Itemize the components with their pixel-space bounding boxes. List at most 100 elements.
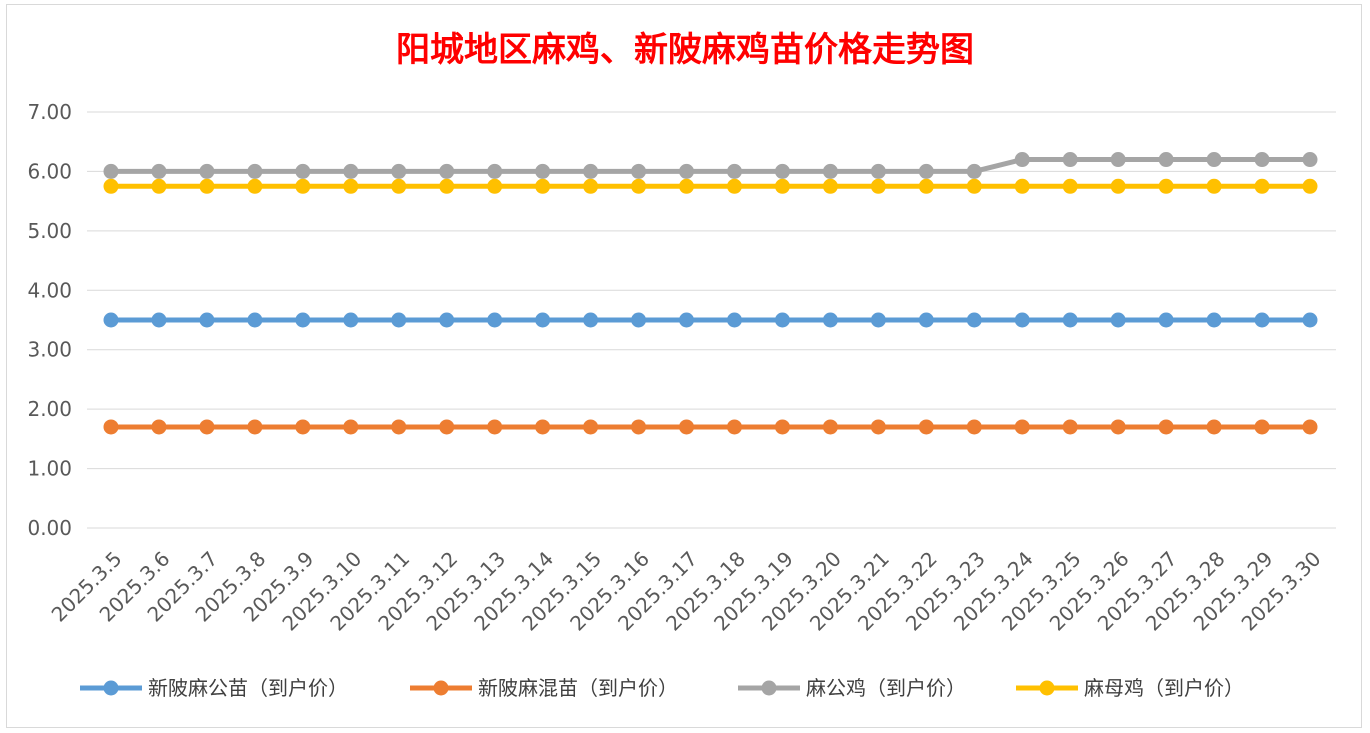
y-tick-label: 2.00 bbox=[27, 397, 72, 421]
data-point bbox=[439, 163, 455, 179]
data-point bbox=[583, 163, 599, 179]
data-point bbox=[1302, 419, 1318, 435]
data-point bbox=[679, 419, 695, 435]
data-point bbox=[1158, 178, 1174, 194]
series-line bbox=[108, 157, 1313, 174]
data-point bbox=[535, 163, 551, 179]
data-point bbox=[1062, 419, 1078, 435]
data-point bbox=[199, 178, 215, 194]
data-point bbox=[774, 163, 790, 179]
data-point bbox=[487, 419, 503, 435]
data-point bbox=[199, 163, 215, 179]
series-0 bbox=[103, 312, 1318, 328]
data-point bbox=[295, 163, 311, 179]
legend-item: 麻公鸡（到户价） bbox=[738, 676, 966, 700]
legend: 新陂麻公苗（到户价） 新陂麻混苗（到户价） 麻公鸡（到户价） 麻母鸡（到户价） bbox=[80, 676, 1244, 700]
series-1 bbox=[103, 419, 1318, 435]
legend-label: 麻母鸡（到户价） bbox=[1084, 676, 1244, 700]
data-point bbox=[1254, 178, 1270, 194]
data-point bbox=[679, 178, 695, 194]
data-point bbox=[391, 419, 407, 435]
data-point bbox=[918, 312, 934, 328]
data-point bbox=[679, 163, 695, 179]
data-point bbox=[726, 163, 742, 179]
data-point bbox=[151, 419, 167, 435]
series-lines bbox=[103, 152, 1318, 435]
data-point bbox=[247, 419, 263, 435]
data-point bbox=[1206, 419, 1222, 435]
data-point bbox=[1302, 312, 1318, 328]
data-point bbox=[1014, 152, 1030, 168]
data-point bbox=[199, 419, 215, 435]
data-point bbox=[1110, 178, 1126, 194]
legend-marker bbox=[433, 680, 449, 696]
data-point bbox=[870, 312, 886, 328]
data-point bbox=[295, 312, 311, 328]
y-tick-label: 3.00 bbox=[27, 338, 72, 362]
data-point bbox=[631, 163, 647, 179]
data-point bbox=[391, 163, 407, 179]
data-point bbox=[726, 419, 742, 435]
data-point bbox=[1014, 312, 1030, 328]
data-point bbox=[487, 178, 503, 194]
chart-title: 阳城地区麻鸡、新陂麻鸡苗价格走势图 bbox=[396, 30, 974, 70]
x-axis-ticks: 2025.3.52025.3.62025.3.72025.3.82025.3.9… bbox=[47, 547, 1326, 636]
data-point bbox=[439, 312, 455, 328]
data-point bbox=[822, 163, 838, 179]
data-point bbox=[1014, 178, 1030, 194]
data-point bbox=[1302, 152, 1318, 168]
data-point bbox=[151, 178, 167, 194]
data-point bbox=[343, 163, 359, 179]
series-2 bbox=[103, 152, 1318, 179]
y-axis-ticks: 0.00 1.00 2.00 3.00 4.00 5.00 6.00 7.00 bbox=[27, 100, 72, 540]
data-point bbox=[631, 419, 647, 435]
data-point bbox=[774, 312, 790, 328]
y-tick-label: 7.00 bbox=[27, 100, 72, 124]
data-point bbox=[822, 312, 838, 328]
data-point bbox=[535, 419, 551, 435]
legend-label: 新陂麻混苗（到户价） bbox=[478, 676, 678, 700]
data-point bbox=[1110, 152, 1126, 168]
data-point bbox=[966, 163, 982, 179]
data-point bbox=[774, 178, 790, 194]
data-point bbox=[199, 312, 215, 328]
y-tick-label: 5.00 bbox=[27, 219, 72, 243]
data-point bbox=[918, 163, 934, 179]
y-tick-label: 1.00 bbox=[27, 457, 72, 481]
data-point bbox=[487, 163, 503, 179]
data-point bbox=[1014, 419, 1030, 435]
legend-marker bbox=[761, 680, 777, 696]
data-point bbox=[487, 312, 503, 328]
data-point bbox=[679, 312, 695, 328]
legend-item: 新陂麻公苗（到户价） bbox=[80, 676, 348, 700]
data-point bbox=[103, 419, 119, 435]
data-point bbox=[966, 312, 982, 328]
data-point bbox=[1062, 152, 1078, 168]
data-point bbox=[247, 163, 263, 179]
data-point bbox=[103, 163, 119, 179]
data-point bbox=[103, 178, 119, 194]
data-point bbox=[343, 419, 359, 435]
series-3 bbox=[103, 178, 1318, 194]
data-point bbox=[1110, 312, 1126, 328]
data-point bbox=[1302, 178, 1318, 194]
data-point bbox=[918, 419, 934, 435]
data-point bbox=[295, 419, 311, 435]
data-point bbox=[726, 178, 742, 194]
data-point bbox=[870, 419, 886, 435]
data-point bbox=[966, 419, 982, 435]
y-tick-label: 0.00 bbox=[27, 516, 72, 540]
chart-frame bbox=[6, 4, 1362, 728]
data-point bbox=[726, 312, 742, 328]
legend-item: 新陂麻混苗（到户价） bbox=[410, 676, 678, 700]
data-point bbox=[583, 178, 599, 194]
data-point bbox=[1206, 152, 1222, 168]
data-point bbox=[583, 419, 599, 435]
data-point bbox=[103, 312, 119, 328]
data-point bbox=[151, 163, 167, 179]
data-point bbox=[535, 178, 551, 194]
data-point bbox=[343, 312, 359, 328]
data-point bbox=[1206, 312, 1222, 328]
data-point bbox=[391, 312, 407, 328]
data-point bbox=[439, 419, 455, 435]
